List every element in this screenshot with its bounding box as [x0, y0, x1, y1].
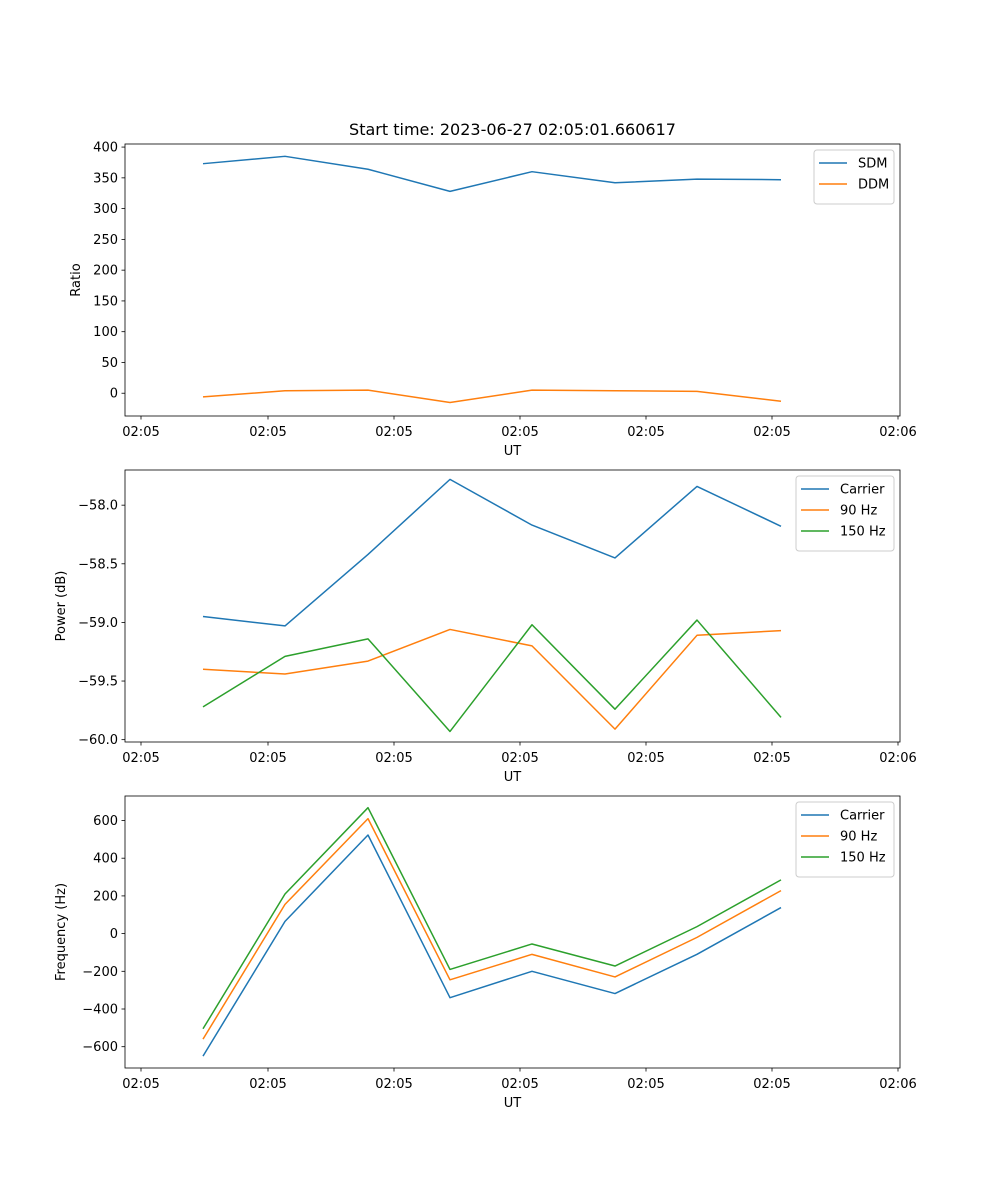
x-tick-label: 02:05: [375, 425, 412, 440]
y-tick-label: 0: [110, 387, 118, 402]
plot-frame: [124, 143, 901, 417]
plot-frame: [124, 795, 901, 1069]
x-tick-label: 02:05: [753, 751, 790, 766]
y-tick-label: 300: [93, 202, 118, 217]
legend-label: 150 Hz: [840, 525, 886, 540]
series-line: [202, 834, 782, 1057]
legend: SDM DDM: [813, 149, 895, 205]
x-tick-label: 02:05: [375, 1077, 412, 1092]
x-tick-label: 02:05: [249, 425, 286, 440]
chart-panel-1: 0 50 100 150 200 250 300 350 400 02:05 02:05 02:05 0…: [69, 141, 917, 459]
x-tick-label: 02:05: [753, 425, 790, 440]
legend-label: 90 Hz: [840, 830, 877, 845]
series-line: [202, 389, 782, 404]
chart-panel-2: −60.0 −59.5 −59.0 −58.5 −58.0 02:05 02:05 02:05…: [54, 469, 917, 785]
legend-label: SDM: [858, 157, 887, 172]
x-tick-label: 02:05: [627, 1077, 664, 1092]
y-tick-label: 0: [110, 927, 118, 942]
series-line: [202, 619, 782, 733]
x-tick-label: 02:06: [879, 425, 916, 440]
legend-box: [795, 475, 895, 552]
y-tick-label: −59.0: [78, 616, 118, 631]
x-axis-label: UT: [504, 770, 522, 785]
y-tick-label: −58.0: [78, 499, 118, 514]
y-tick-label: −200: [82, 965, 118, 980]
x-tick-label: 02:05: [122, 425, 159, 440]
x-tick-label: 02:05: [249, 1077, 286, 1092]
y-tick-label: 350: [93, 171, 118, 186]
x-tick-label: 02:05: [501, 751, 538, 766]
plot-frame: [124, 469, 901, 743]
y-tick-label: −60.0: [78, 733, 118, 748]
x-tick-label: 02:05: [122, 1077, 159, 1092]
chart-panel-3: −600 −400 −200 0 200 400 600 02:05 02:05 02:05 02:…: [54, 795, 917, 1111]
y-tick-label: 600: [93, 814, 118, 829]
x-tick-label: 02:05: [627, 751, 664, 766]
y-tick-label: −59.5: [78, 675, 118, 690]
y-tick-label: 100: [93, 325, 118, 340]
series-line: [202, 806, 782, 1030]
y-tick-label: 150: [93, 294, 118, 309]
y-axis-label: Power (dB): [54, 571, 69, 642]
legend-box: [795, 801, 895, 878]
legend-label: 150 Hz: [840, 851, 886, 866]
figure-title: Start time: 2023-06-27 02:05:01.660617: [349, 120, 676, 139]
series-line: [202, 155, 782, 193]
x-tick-label: 02:05: [627, 425, 664, 440]
x-tick-label: 02:05: [122, 751, 159, 766]
legend-label: DDM: [858, 178, 889, 193]
legend-label: Carrier: [840, 809, 885, 824]
series-line: [202, 628, 782, 730]
x-tick-label: 02:05: [501, 1077, 538, 1092]
y-tick-label: 200: [93, 889, 118, 904]
y-tick-label: −400: [82, 1003, 118, 1018]
y-tick-label: −58.5: [78, 557, 118, 572]
series-line: [202, 817, 782, 1040]
x-axis-label: UT: [504, 1096, 522, 1111]
y-tick-label: 400: [93, 852, 118, 867]
y-axis-label: Ratio: [69, 263, 84, 296]
x-tick-label: 02:06: [879, 751, 916, 766]
y-tick-label: 50: [101, 356, 118, 371]
y-tick-label: 200: [93, 264, 118, 279]
series-line: [202, 478, 782, 627]
x-tick-label: 02:05: [501, 425, 538, 440]
x-tick-label: 02:05: [375, 751, 412, 766]
legend-label: Carrier: [840, 483, 885, 498]
x-axis-label: UT: [504, 444, 522, 459]
legend-label: 90 Hz: [840, 504, 877, 519]
legend: Carrier 90 Hz 150 Hz: [795, 801, 895, 878]
y-axis-label: Frequency (Hz): [54, 883, 69, 981]
legend: Carrier 90 Hz 150 Hz: [795, 475, 895, 552]
x-tick-label: 02:06: [879, 1077, 916, 1092]
y-tick-label: −600: [82, 1040, 118, 1055]
y-tick-label: 400: [93, 141, 118, 156]
y-tick-label: 250: [93, 233, 118, 248]
x-tick-label: 02:05: [249, 751, 286, 766]
x-tick-label: 02:05: [753, 1077, 790, 1092]
